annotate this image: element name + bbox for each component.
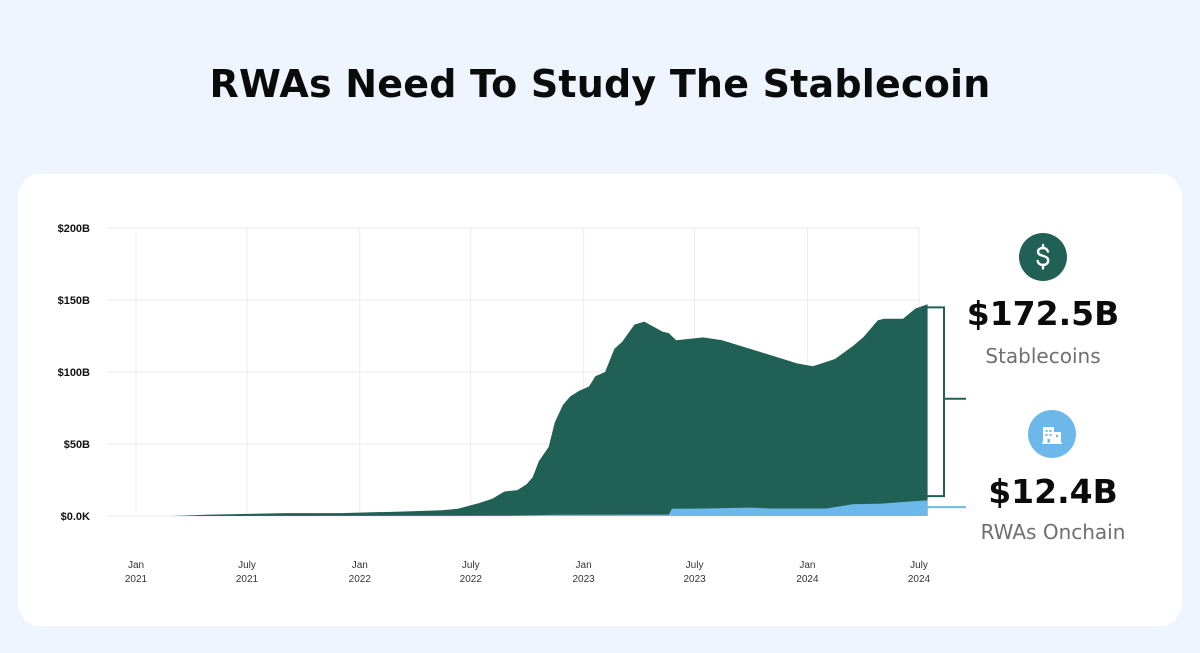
x-tick-year: 2022 (460, 574, 483, 585)
x-tick-month: July (462, 560, 480, 571)
y-axis-ticks: $200B $150B $100B $50B $0.0K (58, 223, 90, 523)
x-tick-month: Jan (799, 560, 815, 571)
x-tick-month: Jan (576, 560, 592, 571)
y-tick-label: $200B (58, 223, 90, 235)
chart-card: $200B $150B $100B $50B $0.0K Jan 2021 July 2021… (18, 174, 1182, 626)
series-layer (172, 304, 928, 516)
dollar-icon (1019, 233, 1067, 281)
stablecoins-value: $172.5B (966, 294, 1120, 333)
x-axis-ticks: Jan 2021 July 2021 Jan 2022 July 2022 Jan 2023 Jul… (125, 560, 931, 585)
stablecoins-label: Stablecoins (985, 344, 1101, 368)
x-tick-month: Jan (352, 560, 368, 571)
stablecoins-area (172, 304, 928, 516)
x-tick-year: 2022 (349, 574, 372, 585)
x-tick-month: July (238, 560, 256, 571)
x-tick-year: 2024 (796, 574, 819, 585)
x-tick-year: 2023 (683, 574, 706, 585)
area-chart: $200B $150B $100B $50B $0.0K Jan 2021 July 2021… (58, 223, 966, 585)
rwas-label: RWAs Onchain (980, 520, 1126, 544)
stablecoins-bracket (921, 306, 945, 498)
x-tick-month: Jan (128, 560, 144, 571)
y-tick-label: $0.0K (61, 511, 90, 523)
x-tick-month: July (686, 560, 704, 571)
x-tick-year: 2024 (908, 574, 931, 585)
y-tick-label: $100B (58, 367, 90, 379)
page-title: RWAs Need To Study The Stablecoin (209, 62, 991, 106)
y-tick-label: $50B (64, 439, 90, 451)
x-tick-year: 2021 (236, 574, 259, 585)
rwas-value: $12.4B (988, 472, 1118, 511)
x-tick-month: July (910, 560, 928, 571)
callout-lines (921, 306, 966, 509)
building-icon (1028, 410, 1076, 458)
rwas-area (172, 500, 928, 516)
x-tick-year: 2021 (125, 574, 148, 585)
x-tick-year: 2023 (572, 574, 595, 585)
y-tick-label: $150B (58, 295, 90, 307)
